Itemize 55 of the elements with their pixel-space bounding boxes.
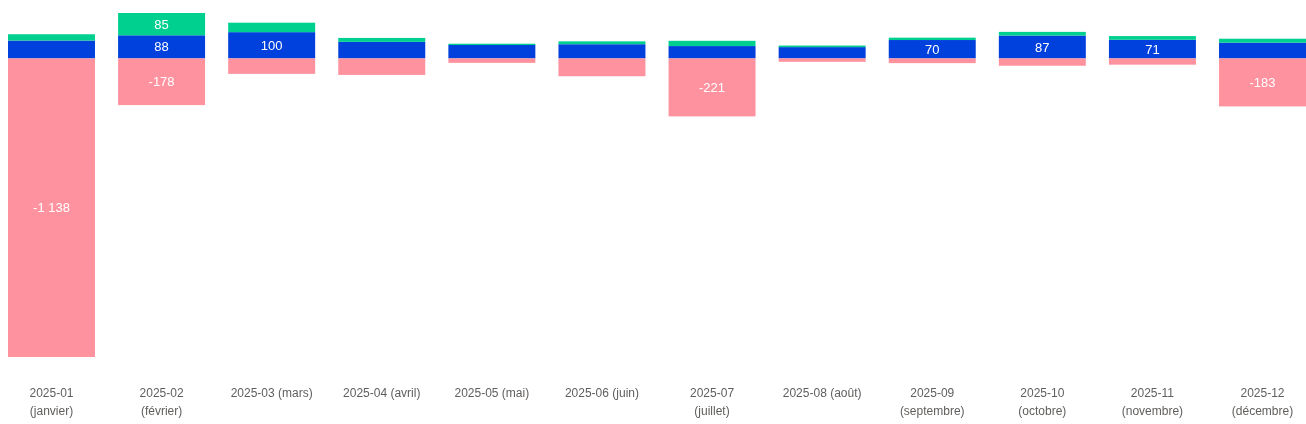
data-label: -183 xyxy=(1249,74,1276,90)
bar xyxy=(1108,58,1196,65)
x-tick-label: 2025-12 (décembre) xyxy=(1231,386,1294,418)
bar xyxy=(338,58,426,75)
x-tick-label: 2025-09 (septembre) xyxy=(899,386,965,418)
data-label: -1 138 xyxy=(33,200,70,216)
data-label: 85 xyxy=(154,16,169,32)
bar xyxy=(8,34,95,41)
data-label: 88 xyxy=(154,39,169,55)
bar xyxy=(1219,38,1306,43)
bar xyxy=(558,58,646,77)
bar xyxy=(668,40,756,47)
bar xyxy=(118,13,206,36)
bar xyxy=(1108,36,1196,40)
x-tick-label: 2025-05 (mai) xyxy=(454,386,530,400)
bar xyxy=(448,45,536,59)
bar xyxy=(118,35,206,59)
x-tick-label: 2025-04 (avril) xyxy=(343,386,421,400)
x-tick-label: 2025-10 (octobre) xyxy=(1018,386,1067,418)
x-tick-label: 2025-03 (mars) xyxy=(230,386,313,400)
data-label: -221 xyxy=(699,79,726,95)
bar xyxy=(338,37,426,42)
bar xyxy=(778,58,866,62)
x-tick-label: 2025-02 (février) xyxy=(139,386,184,418)
bar xyxy=(448,58,536,63)
bar xyxy=(8,40,95,59)
bar xyxy=(228,32,316,59)
bar xyxy=(1219,58,1306,107)
bar xyxy=(998,35,1086,59)
bar xyxy=(338,41,426,59)
bar xyxy=(8,58,95,357)
bar xyxy=(998,31,1086,36)
data-label: -178 xyxy=(148,74,175,90)
x-tick-label: 2025-01 (janvier) xyxy=(29,386,74,418)
bar xyxy=(118,58,206,106)
data-label: 70 xyxy=(925,41,940,57)
bar xyxy=(558,44,646,59)
bar xyxy=(998,58,1086,66)
bar xyxy=(668,58,756,117)
data-label: 87 xyxy=(1035,39,1050,55)
bar xyxy=(1219,42,1306,59)
x-tick-label: 2025-07 (juillet) xyxy=(690,386,735,418)
x-tick-label: 2025-06 (juin) xyxy=(564,386,639,400)
bar xyxy=(668,46,756,59)
bar xyxy=(1108,39,1196,59)
bar xyxy=(888,58,976,64)
bar xyxy=(558,41,646,45)
bar xyxy=(228,58,316,74)
data-label: 100 xyxy=(260,37,283,53)
bar xyxy=(888,40,976,59)
data-label: 71 xyxy=(1145,41,1160,57)
bar xyxy=(778,47,866,59)
x-tick-label: 2025-08 (août) xyxy=(782,386,862,400)
bar xyxy=(228,22,316,33)
x-tick-label: 2025-11 (novembre) xyxy=(1121,386,1184,418)
